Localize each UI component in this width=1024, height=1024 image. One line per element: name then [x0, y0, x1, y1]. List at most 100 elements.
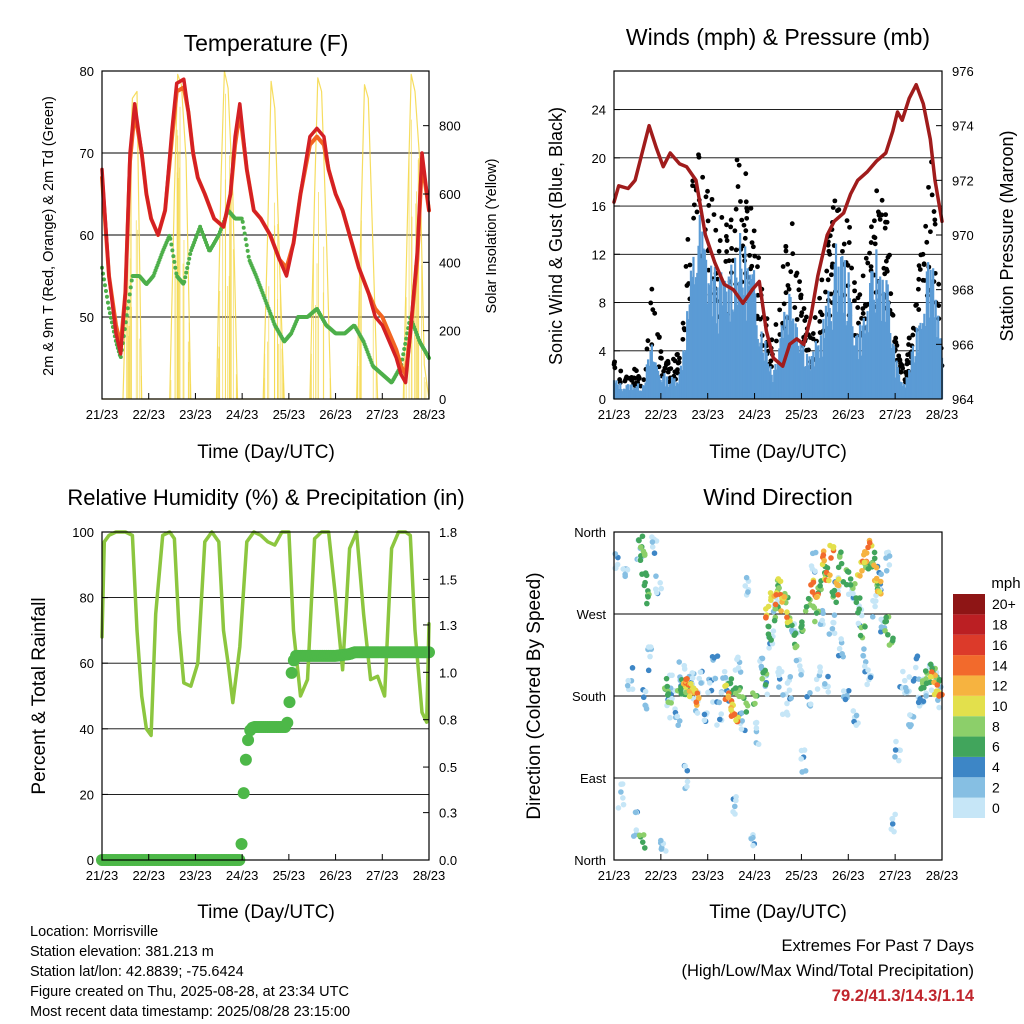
direction-point — [812, 568, 818, 574]
humidity-ytick-label: 60 — [80, 656, 94, 671]
direction-point — [664, 683, 671, 690]
direction-point — [618, 789, 624, 795]
wind-direction-xtick-label: 24/23 — [738, 868, 771, 883]
precip-point — [235, 837, 248, 850]
gust-point — [868, 240, 874, 245]
direction-point — [618, 781, 624, 788]
direction-point — [805, 595, 812, 602]
humidity-plot-frame — [101, 531, 430, 861]
gust-point — [849, 265, 854, 271]
direction-point — [745, 589, 751, 595]
winds-x-ticks: 21/23 22/23 23/23 24/23 25/23 26/23 27/23 28/23 — [598, 393, 958, 422]
direction-point — [694, 690, 701, 697]
direction-point — [732, 811, 738, 817]
direction-point — [642, 570, 649, 576]
humidity-ytick-label: 100 — [72, 525, 94, 540]
gust-point — [724, 222, 729, 228]
direction-point — [743, 574, 750, 581]
gust-point — [920, 277, 926, 283]
direction-point — [705, 689, 711, 696]
direction-point — [865, 544, 871, 551]
gust-point — [694, 209, 700, 215]
direction-point — [764, 691, 771, 698]
direction-point — [770, 628, 777, 634]
dewpoint-point — [104, 294, 109, 299]
direction-point — [762, 667, 768, 674]
gust-point — [860, 311, 866, 316]
direction-point — [803, 603, 810, 610]
colorbar-title: mph — [991, 575, 1020, 592]
wind-direction-title: Wind Direction — [703, 484, 853, 510]
gust-point — [691, 215, 697, 221]
direction-point — [722, 674, 729, 681]
direction-point — [820, 552, 827, 558]
winds-ytick-label: 0 — [599, 392, 606, 407]
direction-point — [780, 692, 786, 698]
colorbar-label: 8 — [992, 718, 1000, 734]
temperature-ytick-label: 50 — [80, 310, 94, 325]
direction-point — [914, 653, 921, 660]
direction-point — [663, 848, 669, 854]
direction-point — [732, 685, 739, 691]
direction-point — [845, 687, 852, 694]
direction-point — [657, 580, 664, 586]
colorbar-swatch — [953, 634, 985, 656]
dewpoint-point — [185, 265, 190, 270]
direction-point — [784, 619, 791, 626]
gust-point — [719, 215, 725, 220]
direction-point — [784, 609, 790, 615]
direction-point — [696, 675, 703, 682]
gust-point — [783, 248, 789, 254]
dewpoint-point — [106, 306, 111, 311]
direction-point — [817, 664, 823, 670]
temperature-ytick-label: 70 — [80, 146, 94, 161]
direction-point — [649, 539, 656, 545]
direction-point — [843, 581, 850, 588]
gust-point — [803, 314, 809, 320]
direction-point — [893, 738, 899, 745]
gust-point — [798, 313, 804, 319]
direction-point — [752, 700, 758, 707]
direction-point — [639, 839, 646, 845]
direction-point — [689, 675, 696, 681]
direction-point — [632, 809, 639, 816]
gust-point — [897, 356, 902, 362]
direction-point — [866, 540, 873, 546]
gust-point — [736, 162, 742, 168]
dewpoint-point — [401, 352, 406, 357]
direction-point — [813, 676, 820, 683]
gust-point — [631, 375, 637, 381]
direction-point — [885, 631, 891, 638]
direction-point — [759, 675, 766, 682]
colorbar-label: 18 — [992, 617, 1008, 633]
dewpoint-point — [102, 283, 107, 288]
direction-point — [743, 700, 749, 706]
direction-point — [718, 690, 725, 696]
gust-point — [832, 198, 838, 204]
direction-point — [814, 686, 821, 692]
direction-point — [836, 645, 843, 652]
direction-point — [789, 622, 795, 629]
direction-point — [798, 672, 804, 678]
direction-point — [639, 533, 646, 540]
direction-point — [765, 603, 772, 610]
direction-point — [677, 686, 684, 693]
direction-point — [765, 623, 772, 630]
gust-point — [871, 218, 877, 224]
gust-point — [801, 306, 807, 311]
temperature-title: Temperature (F) — [184, 30, 349, 56]
direction-point — [788, 695, 794, 701]
direction-point — [684, 778, 691, 785]
gust-point — [883, 219, 888, 225]
gust-point — [867, 250, 872, 256]
direction-point — [829, 625, 836, 632]
direction-point — [798, 624, 804, 631]
direction-point — [900, 668, 906, 675]
humidity-xlabel: Time (Day/UTC) — [197, 902, 335, 923]
gust-point — [796, 287, 802, 293]
direction-point — [901, 677, 908, 684]
colorbar-label: 6 — [992, 739, 1000, 755]
gust-point — [634, 368, 639, 374]
wind-direction-xtick-label: 26/23 — [832, 868, 865, 883]
